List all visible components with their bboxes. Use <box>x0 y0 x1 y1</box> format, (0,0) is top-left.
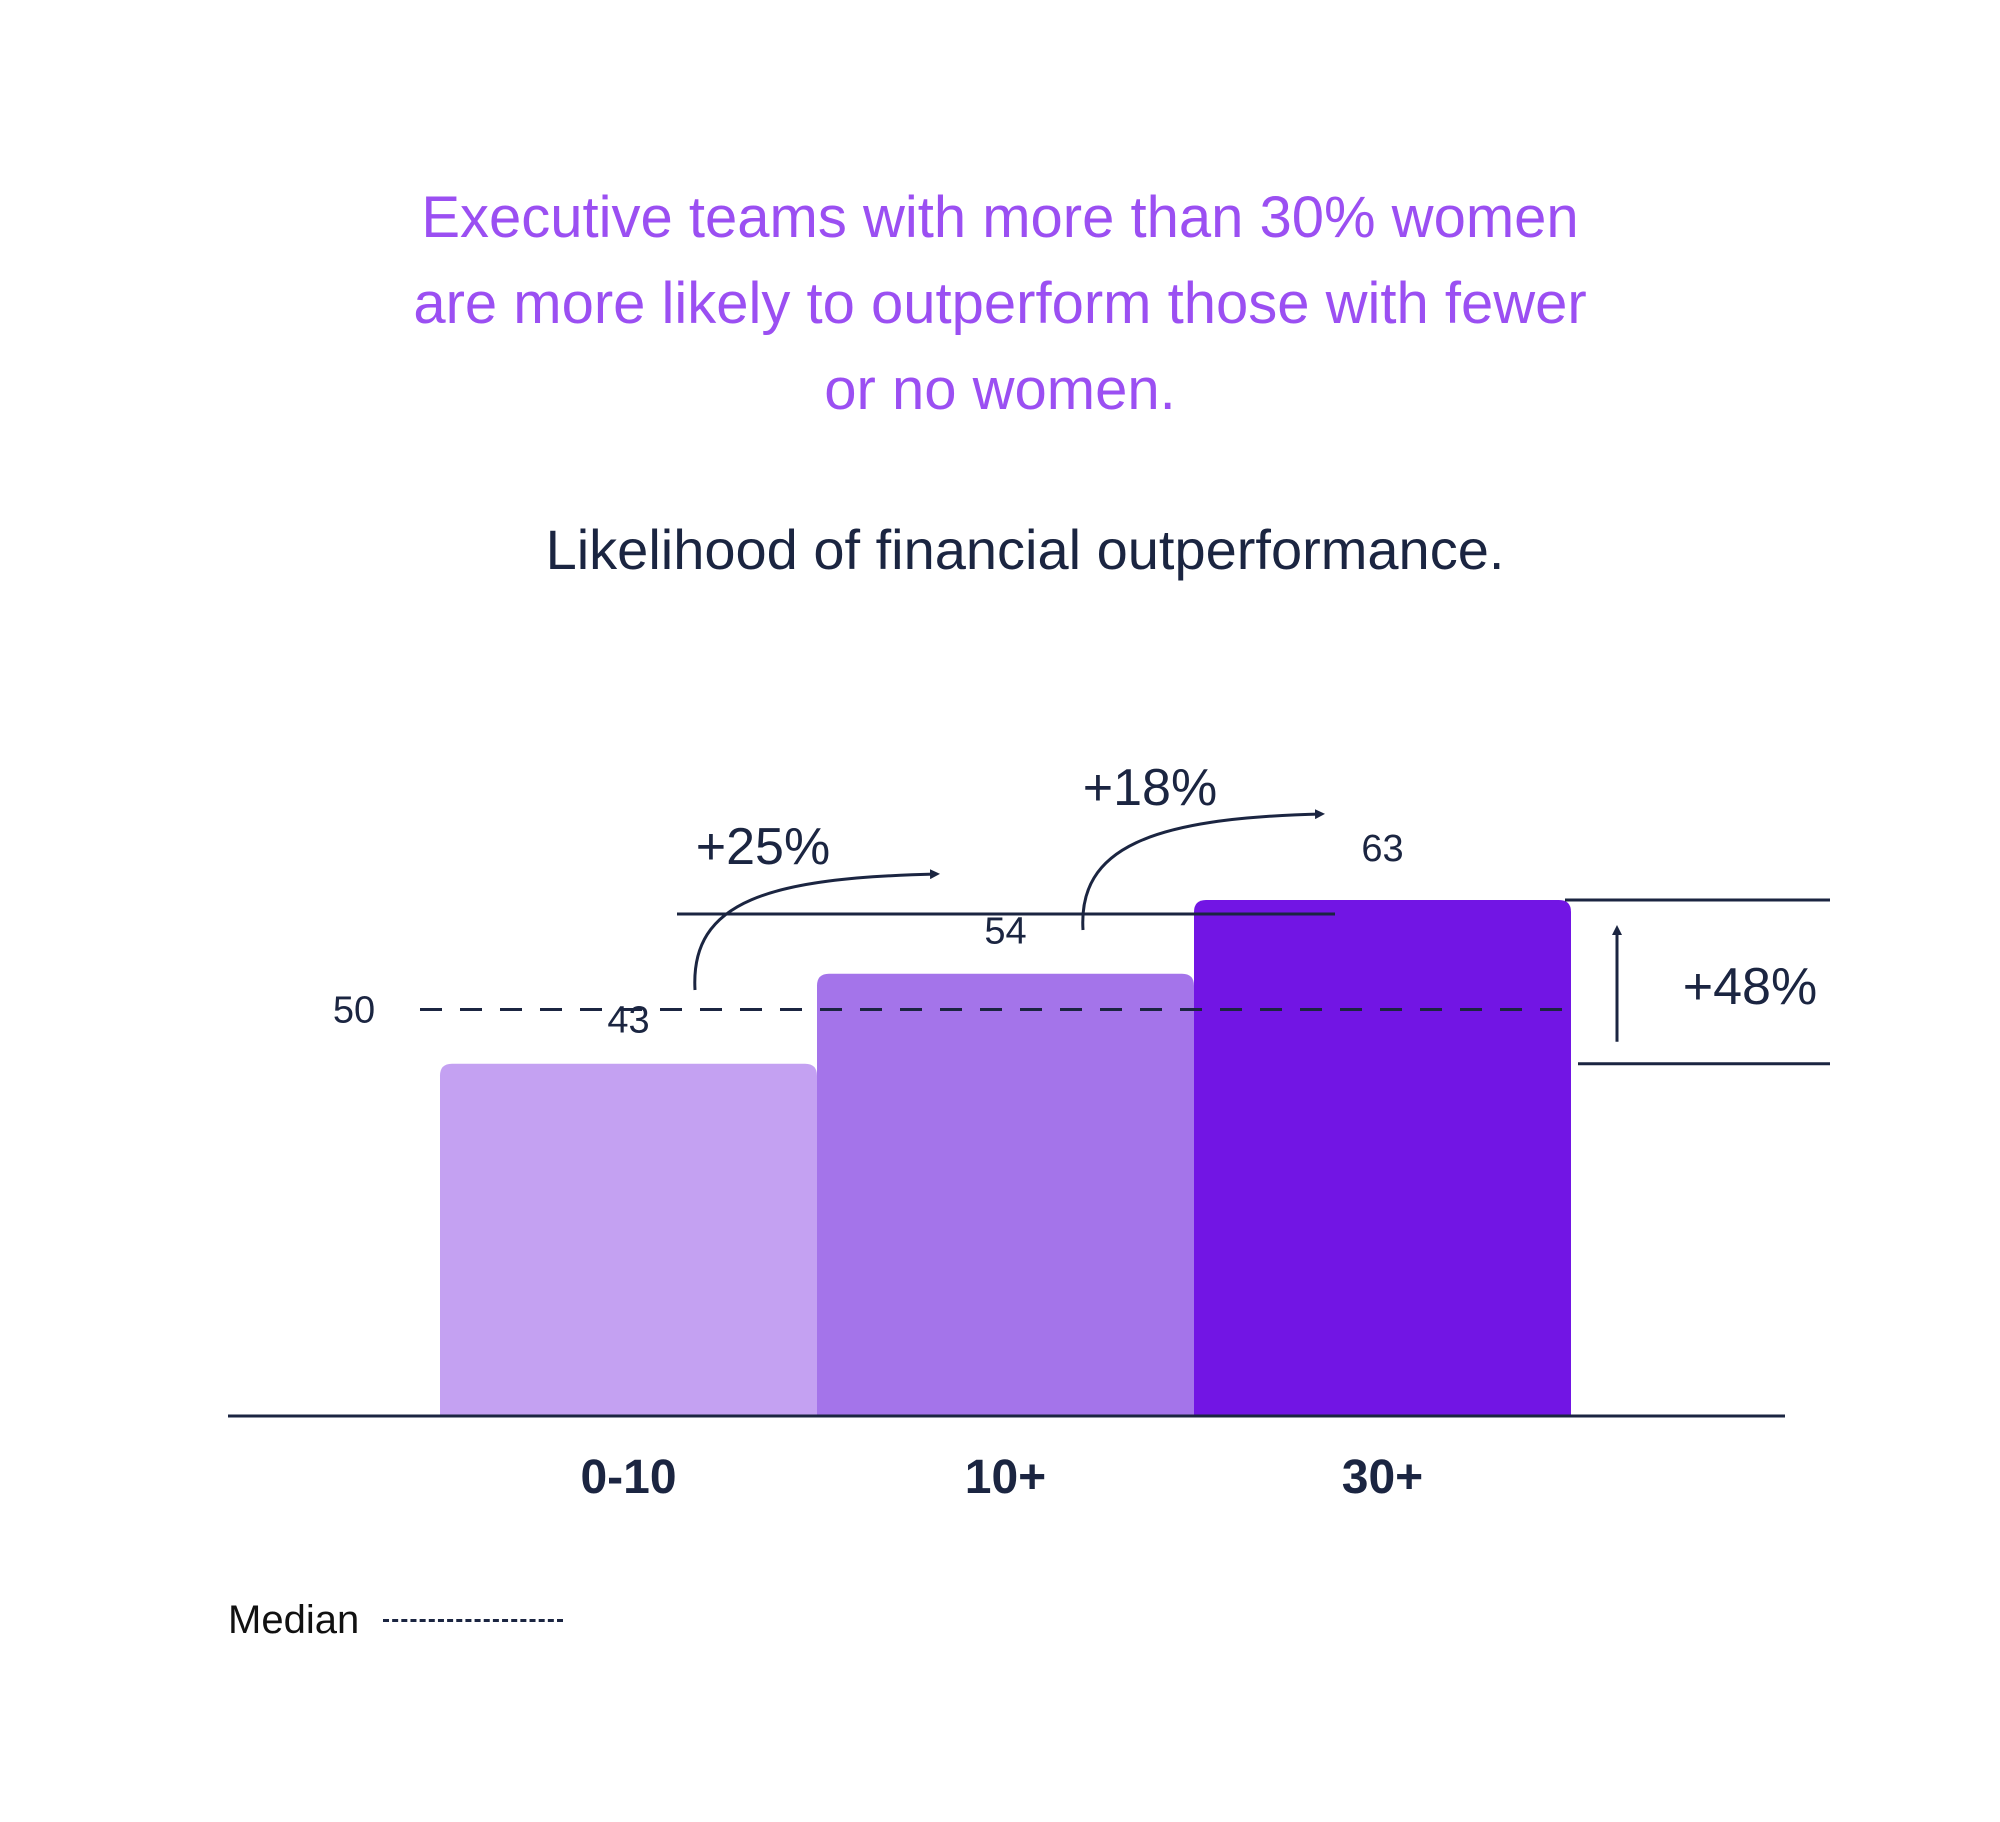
bar-0-10 <box>440 1063 817 1416</box>
annotation-overall: +48% <box>1683 958 1817 1016</box>
headline-line-1: Executive teams with more than 30% women <box>421 185 1579 250</box>
annotation-step-1: +25% <box>696 818 830 876</box>
headline: Executive teams with more than 30% women… <box>300 175 1700 433</box>
bars-layer <box>440 900 1571 1416</box>
legend-median-line <box>383 1619 564 1622</box>
arrow-step-2 <box>1081 809 1325 931</box>
bar-30+ <box>1194 900 1571 1416</box>
annotation-layer <box>228 809 1830 1418</box>
x-tick-label-30+: 30+ <box>1342 1451 1423 1504</box>
arrow-step-1 <box>693 869 940 991</box>
median-value-label: 50 <box>333 989 375 1031</box>
value-label-30+: 63 <box>1361 828 1403 870</box>
value-label-10+: 54 <box>984 911 1026 953</box>
bar-10+ <box>817 973 1194 1416</box>
legend-median-label: Median <box>228 1598 360 1642</box>
legend: Median <box>228 1598 564 1643</box>
labels-layer: 50 0-10 10+ 30+ 43 54 63 +25% +18% +48% <box>333 759 1817 1504</box>
x-tick-label-0-10: 0-10 <box>580 1451 676 1504</box>
annotation-step-2: +18% <box>1083 759 1217 817</box>
x-tick-label-10+: 10+ <box>965 1451 1046 1504</box>
headline-line-3: or no women. <box>824 357 1176 422</box>
chart-title: Likelihood of financial outperformance. <box>545 518 1505 581</box>
headline-line-2: are more likely to outperform those with… <box>413 271 1587 336</box>
value-label-0-10: 43 <box>607 999 649 1041</box>
